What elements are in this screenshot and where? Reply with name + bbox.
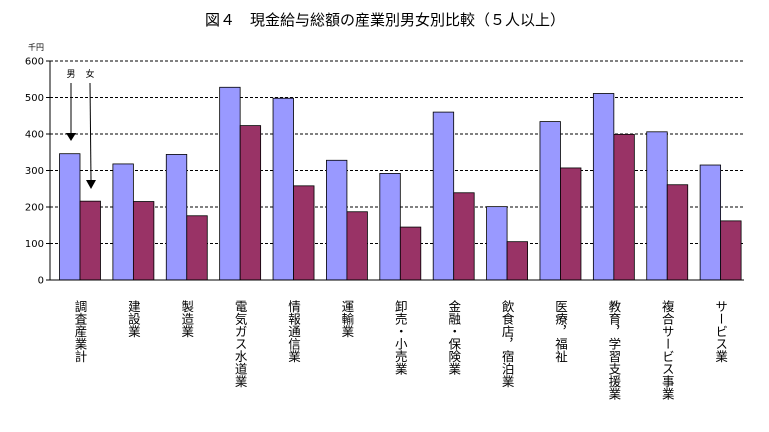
y-unit-label: 千円 [28,42,44,52]
legend: 男女 [66,68,96,189]
y-tick-label: 0 [38,276,44,287]
bar-female [346,211,368,281]
bar-male [539,121,561,281]
y-tick-label: 200 [25,203,44,214]
y-tick-labels: 0 100 200 300 400 500 600 [25,57,44,287]
x-category-label: サービス業 [713,300,728,363]
legend-label-male: 男 [66,69,75,80]
bars [59,86,742,281]
legend-arrowhead-male [66,133,76,141]
y-tick-label: 100 [25,239,44,250]
bar-male [272,97,294,281]
bar-female [666,184,689,281]
bar-female [720,220,742,281]
x-category-label: 調査産業計 [73,300,88,363]
bar-male [326,159,348,281]
y-tick-label: 500 [25,93,44,104]
chart-title: 図４ 現金給与総額の産業別男女別比較（５人以上） [205,11,565,29]
bar-female [132,201,155,281]
bar-male [59,153,81,281]
legend-label-female: 女 [85,68,94,80]
y-tick-label: 400 [25,130,44,141]
bar-male [592,93,615,281]
x-category-label: 教育，学習支援業 [606,299,621,400]
x-category-label: 運輸業 [339,300,354,338]
bar-male [646,131,668,281]
bar-male [165,154,188,281]
bar-male [219,86,241,281]
x-category-label: 卸売・小売業 [393,299,408,375]
bar-male [112,163,134,281]
x-category-labels: 調査産業計 建設業 製造業 電気ガス水道業 情報通信業 運輸業 卸売・小売業 金融・保険業 飲食… [73,299,729,400]
x-category-label: 飲食店，宿泊業 [500,299,515,388]
x-category-label: 金融・保険業 [446,299,461,375]
bar-female [453,192,475,281]
legend-arrowhead-female [86,180,96,189]
x-category-label: 医療，福祉 [553,300,568,363]
y-tick-label: 600 [25,57,44,68]
bar-female [506,241,528,281]
bar-female [613,133,635,281]
x-category-label: 情報通信業 [286,300,301,363]
bar-male [379,173,401,281]
legend-arrow-female [89,82,92,181]
x-category-label: 電気ガス水道業 [233,300,248,388]
bar-male [486,206,508,281]
y-tick-label: 300 [25,166,44,177]
bar-female [186,215,208,281]
axes [46,60,744,281]
bar-female [560,167,582,281]
x-category-label: 複合サービス事業 [660,299,675,400]
bar-male [699,164,722,281]
bar-female [293,185,315,281]
bar-male [432,111,455,281]
x-category-label: 製造業 [179,300,194,338]
bar-female [79,200,101,281]
bar-female [239,125,262,281]
bar-female [399,226,422,281]
x-category-label: 建設業 [126,300,141,338]
